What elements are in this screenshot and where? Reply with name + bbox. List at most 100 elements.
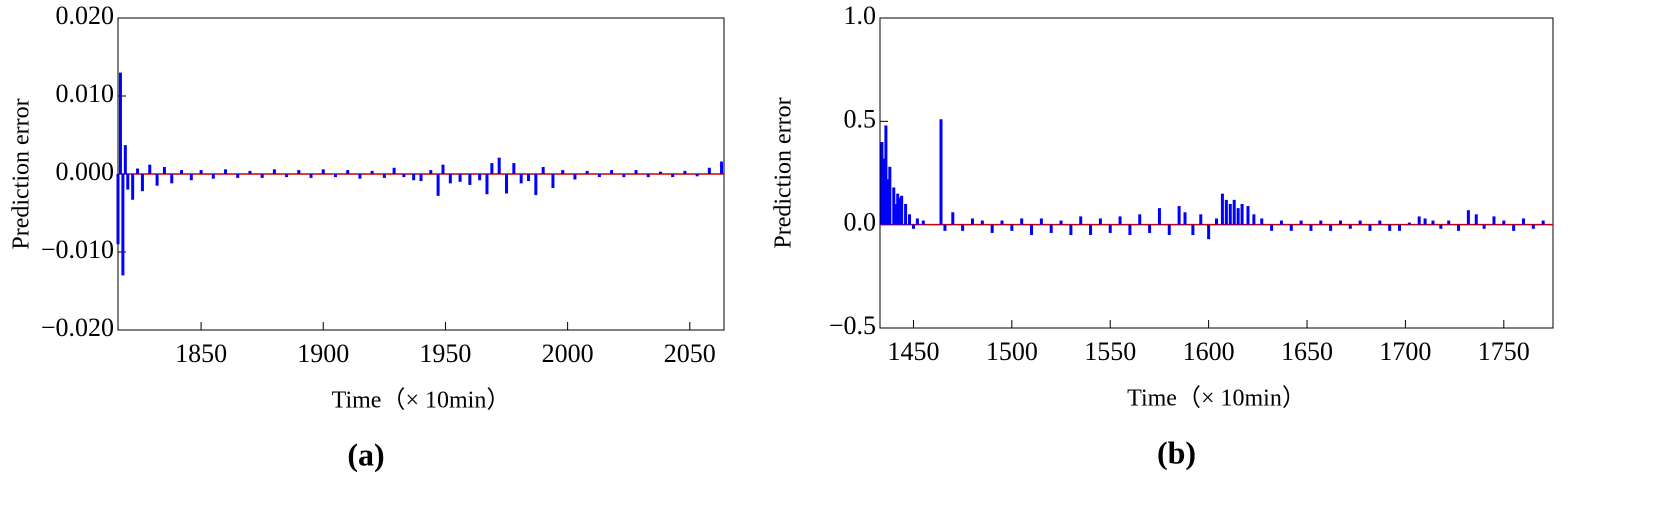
bar	[541, 166, 545, 174]
y-tick-label: −0.010	[41, 235, 114, 264]
x-tick-label: 1700	[1379, 337, 1431, 366]
bar	[911, 224, 915, 229]
bar	[921, 220, 925, 225]
bar	[392, 167, 396, 174]
bar	[880, 142, 884, 225]
bar	[1319, 220, 1323, 225]
bar	[505, 174, 509, 194]
bar	[126, 174, 130, 190]
x-tick-label: 2000	[542, 339, 594, 368]
y-tick-label: −0.5	[829, 311, 876, 340]
bar	[309, 174, 313, 178]
bar	[1338, 220, 1342, 225]
bar	[882, 158, 886, 225]
bar	[1228, 204, 1232, 225]
bar	[951, 212, 955, 225]
x-tick-label: 1550	[1084, 337, 1136, 366]
y-tick-label: −0.020	[41, 313, 114, 342]
bar	[131, 174, 135, 200]
bar	[1089, 224, 1093, 235]
x-tick-label: 2050	[664, 339, 716, 368]
bar	[1309, 224, 1313, 231]
bar	[561, 170, 565, 174]
bar	[707, 167, 711, 174]
bar	[1348, 224, 1352, 229]
bar	[155, 174, 159, 186]
plot-frame	[879, 17, 1554, 329]
bar	[671, 174, 675, 178]
bar	[512, 163, 516, 174]
bar	[1157, 208, 1161, 225]
bar	[980, 220, 984, 225]
bar	[321, 169, 325, 174]
bar	[1279, 220, 1283, 225]
bar	[162, 166, 166, 174]
bar	[1466, 210, 1470, 225]
bar	[534, 174, 538, 196]
x-axis-label: Time（× 10min）	[1127, 386, 1306, 412]
bar	[1531, 224, 1535, 229]
bar	[1059, 220, 1063, 225]
bar	[260, 174, 264, 178]
bar	[1289, 224, 1293, 231]
bar	[1423, 218, 1427, 225]
bar	[1246, 206, 1250, 225]
y-tick-label: 0.020	[56, 1, 115, 30]
bar	[370, 170, 374, 174]
bar	[468, 174, 472, 185]
bar	[1329, 224, 1333, 231]
bar	[1512, 224, 1516, 231]
bar	[900, 195, 904, 225]
bar	[297, 170, 301, 174]
y-axis-label: Prediction error	[9, 98, 35, 249]
y-tick-label: 0.5	[844, 104, 877, 133]
bar	[943, 224, 947, 231]
y-tick-label: 0.010	[56, 79, 115, 108]
bar	[211, 174, 215, 179]
bar	[1138, 214, 1142, 225]
y-tick-label: 0.000	[56, 157, 115, 186]
bar	[285, 174, 289, 178]
bar	[402, 174, 406, 178]
bar	[419, 174, 423, 182]
bar	[896, 193, 900, 225]
bar	[1010, 224, 1014, 231]
panel-label: (a)	[347, 436, 384, 472]
bar	[1224, 199, 1228, 225]
bar	[904, 204, 908, 225]
y-axis-label: Prediction error	[771, 97, 797, 248]
bar	[436, 174, 440, 196]
bar	[884, 125, 888, 225]
bar	[224, 169, 228, 174]
bar	[148, 164, 152, 174]
bar	[551, 174, 555, 189]
bar	[1252, 214, 1256, 225]
bar	[1191, 224, 1195, 235]
bar	[485, 174, 489, 195]
y-tick-label: 0.0	[844, 208, 877, 237]
bar	[1020, 218, 1024, 225]
bar	[1457, 224, 1461, 231]
bar	[585, 170, 589, 174]
bar	[1521, 218, 1525, 225]
bar	[1270, 224, 1274, 231]
bar	[170, 174, 174, 184]
bar	[683, 170, 687, 174]
bar	[448, 174, 452, 184]
bar	[116, 174, 120, 245]
bar	[358, 174, 362, 179]
bar	[939, 119, 943, 225]
bar	[894, 204, 898, 225]
x-tick-label: 1600	[1183, 337, 1235, 366]
bar	[658, 171, 662, 174]
bar	[573, 174, 577, 180]
bar	[1240, 204, 1244, 225]
x-tick-label: 1750	[1478, 337, 1530, 366]
bar	[248, 170, 252, 174]
bar	[898, 197, 902, 225]
panel-label: (b)	[1157, 434, 1196, 470]
bar	[458, 174, 462, 182]
bar	[1474, 214, 1478, 225]
bar	[1398, 224, 1402, 231]
